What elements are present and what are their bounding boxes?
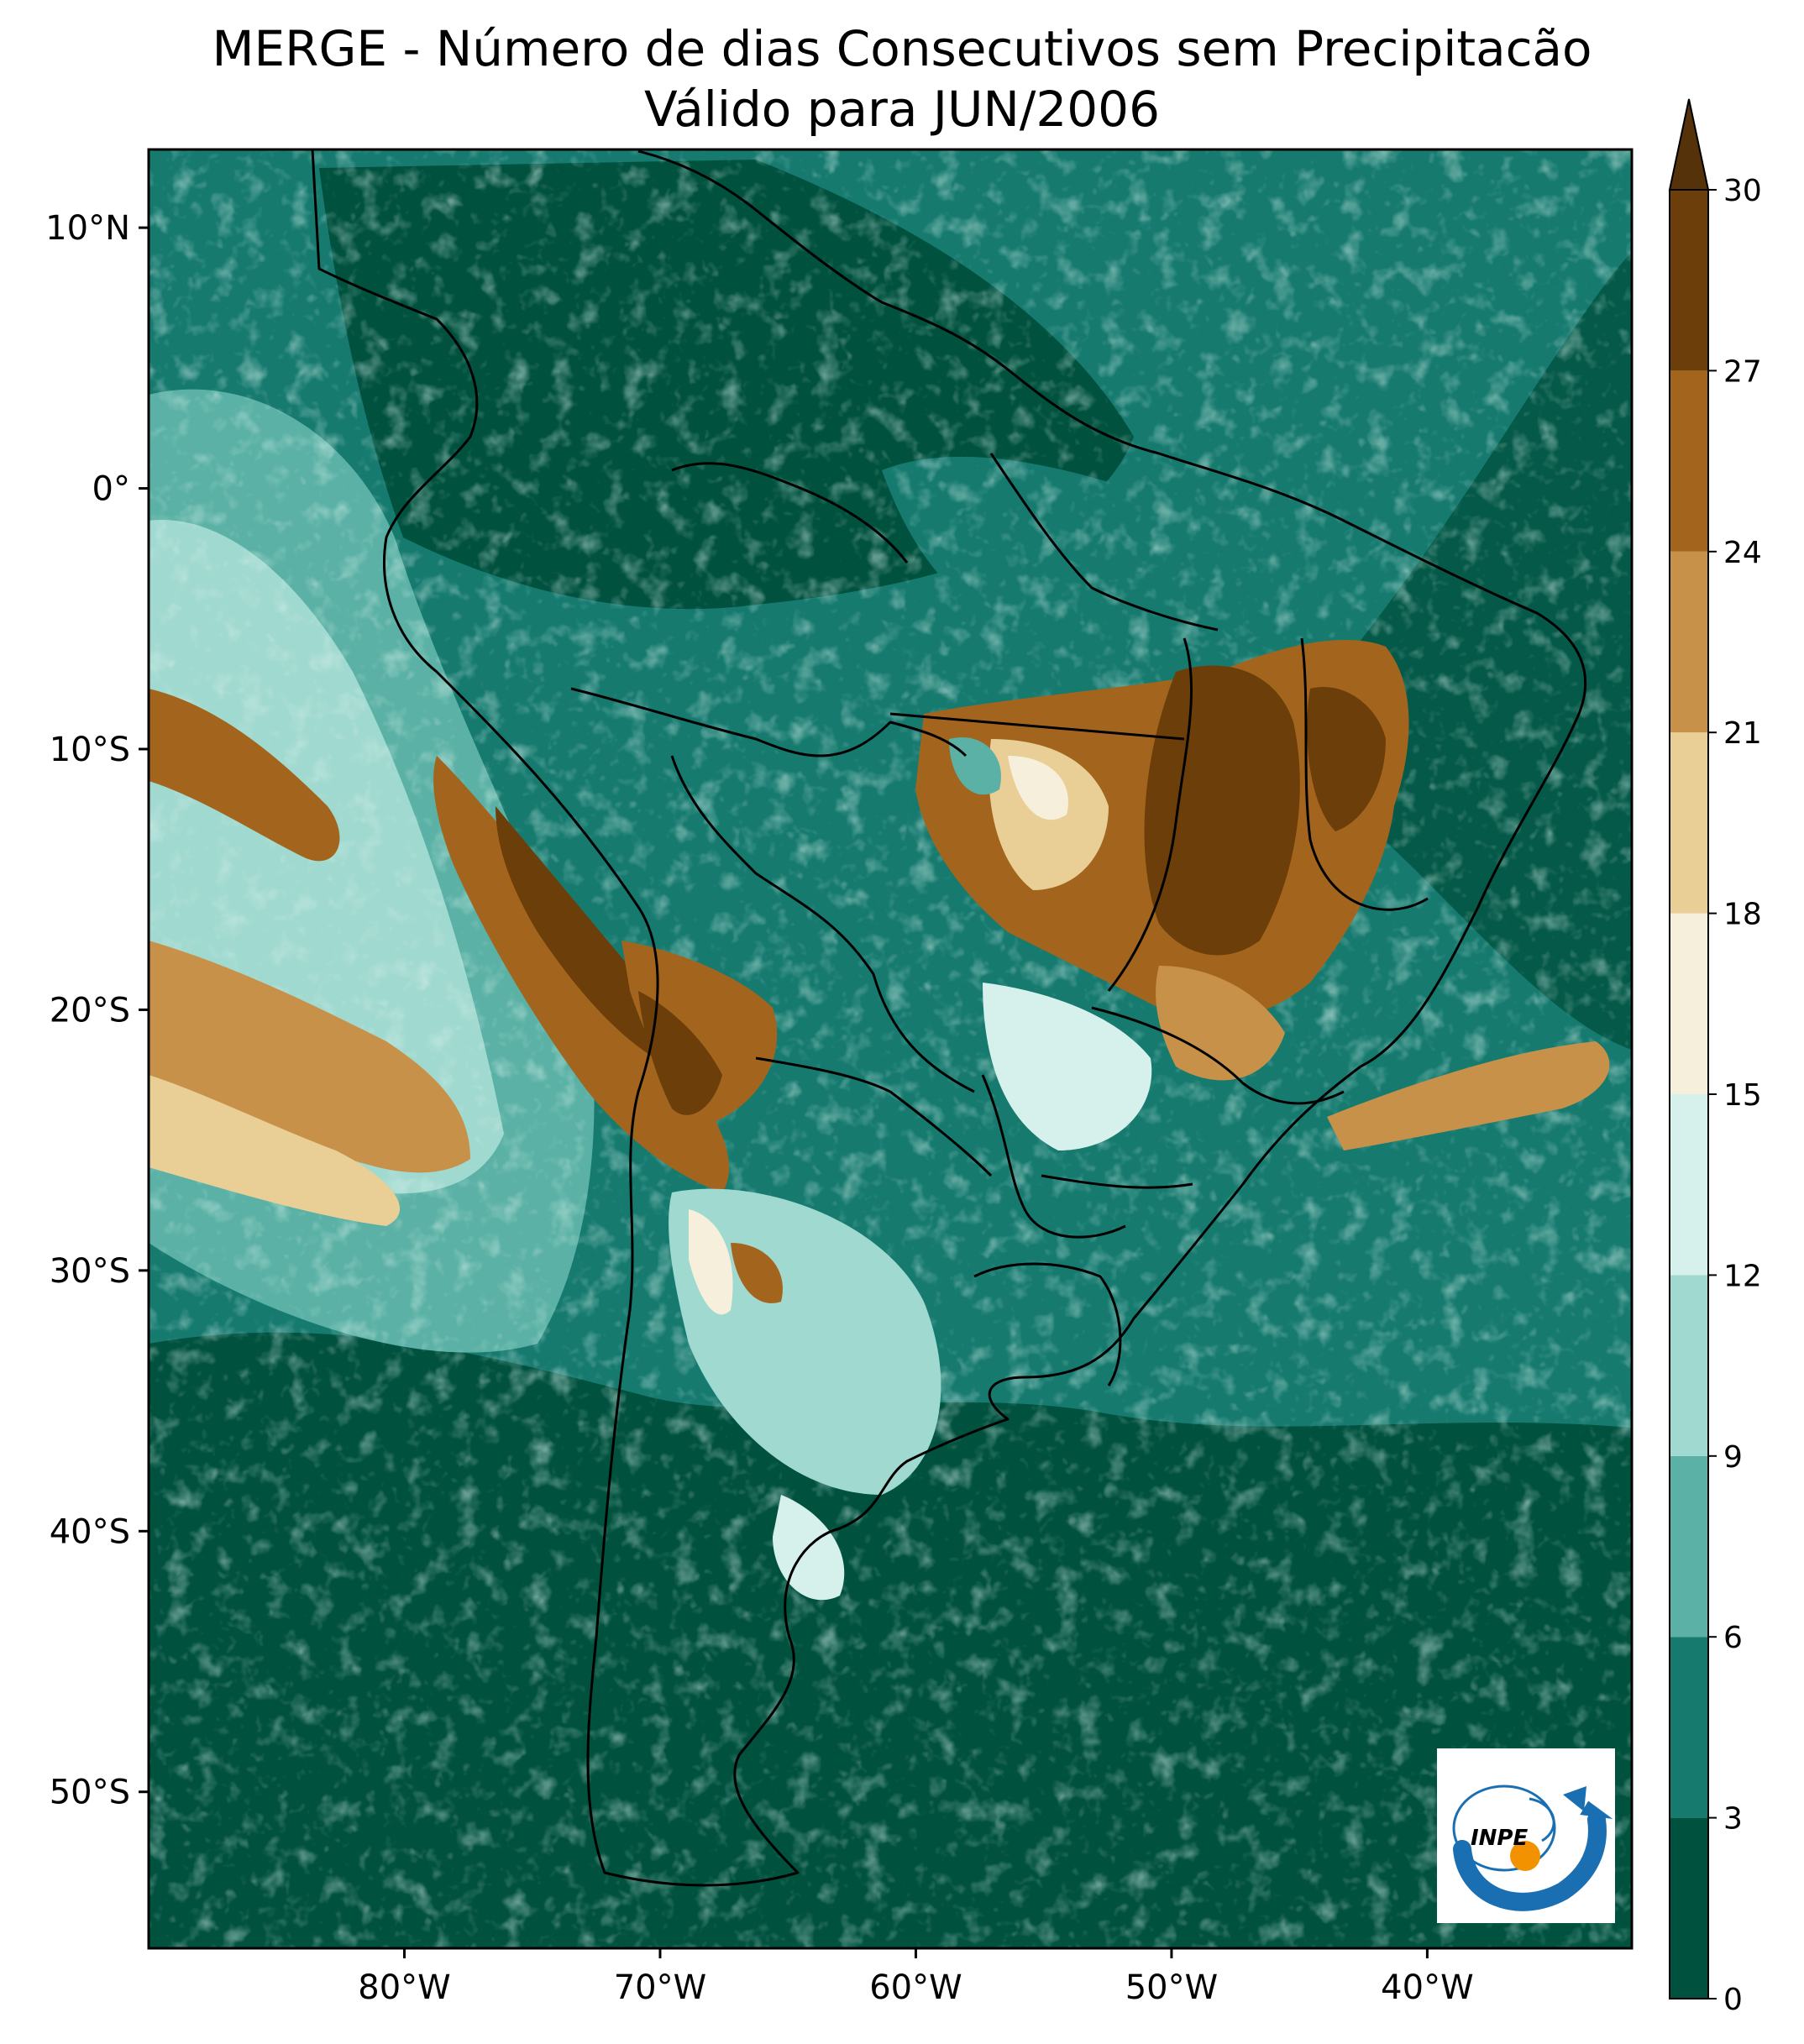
map-frame — [147, 148, 1634, 1950]
colorbar-label: 3 — [1723, 1802, 1743, 1837]
x-tick-label: 80°W — [358, 1968, 450, 2007]
colorbar-label: 6 — [1723, 1621, 1743, 1655]
y-tick-label: 0° — [92, 470, 130, 509]
x-tick-label: 50°W — [1125, 1968, 1218, 2007]
colorbar-band — [1670, 1455, 1708, 1638]
x-tick-label: 40°W — [1381, 1968, 1473, 2007]
colorbar-label: 24 — [1723, 536, 1762, 570]
colorbar-band — [1670, 551, 1708, 733]
y-tick-label: 40°S — [50, 1512, 130, 1551]
colorbar-band — [1670, 1094, 1708, 1276]
colorbar: 0 3 6 9 12 15 18 21 24 27 30 — [1668, 98, 1762, 2017]
inpe-logo-mark: INPE — [1452, 1785, 1613, 1911]
inpe-logo-text: INPE — [1471, 1826, 1528, 1851]
colorbar-label: 30 — [1723, 174, 1762, 208]
y-tick-label: 50°S — [50, 1774, 130, 1812]
map-title: MERGE - Número de dias Consecutivos sem … — [0, 18, 1804, 139]
colorbar-band — [1670, 1817, 1708, 1999]
precipitation-field — [149, 149, 1632, 1948]
title-line-1: MERGE - Número de dias Consecutivos sem … — [212, 20, 1592, 77]
colorbar-band — [1670, 913, 1708, 1094]
colorbar-label: 18 — [1723, 898, 1762, 932]
colorbar-band — [1670, 1637, 1708, 1818]
colorbar-band — [1670, 370, 1708, 552]
y-tick-label: 10°S — [50, 731, 130, 769]
colorbar-label: 27 — [1723, 354, 1762, 389]
x-axis: 80°W 70°W 60°W 50°W 40°W — [358, 1948, 1474, 2007]
colorbar-label: 0 — [1723, 1983, 1743, 2017]
country-borders — [311, 149, 1587, 1887]
colorbar-label: 15 — [1723, 1078, 1762, 1113]
x-tick-label: 60°W — [869, 1968, 962, 2007]
y-tick-label: 10°N — [45, 209, 130, 248]
colorbar-label: 12 — [1723, 1259, 1762, 1293]
colorbar-band — [1670, 190, 1708, 371]
title-line-2: Válido para JUN/2006 — [644, 81, 1160, 138]
inpe-logo: INPE — [1437, 1748, 1615, 1923]
colorbar-band — [1670, 732, 1708, 914]
colorbar-label: 9 — [1723, 1440, 1743, 1475]
y-tick-label: 30°S — [50, 1252, 130, 1291]
colorbar-extend-arrow — [1668, 98, 1710, 191]
colorbar-label: 21 — [1723, 716, 1762, 751]
y-tick-label: 20°S — [50, 991, 130, 1030]
y-axis: 10°N 0° 10°S 20°S 30°S 40°S 50°S — [45, 209, 149, 1812]
x-tick-label: 70°W — [614, 1968, 706, 2007]
colorbar-band — [1670, 1275, 1708, 1456]
